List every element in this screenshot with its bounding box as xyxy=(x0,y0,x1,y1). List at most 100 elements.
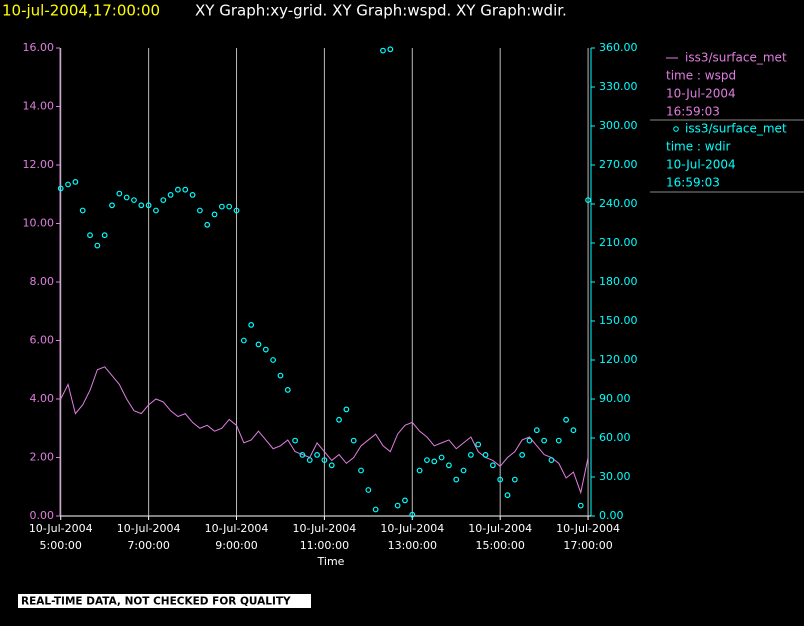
wdir-point xyxy=(167,191,174,198)
x-tick-label: 15:00:00 xyxy=(475,539,524,552)
wdir-point xyxy=(394,502,401,509)
y2-tick-label: 90.00 xyxy=(599,392,631,405)
legend-detail: 16:59:03 xyxy=(666,105,720,119)
legend-detail: 10-Jul-2004 xyxy=(666,87,736,101)
wdir-point xyxy=(570,427,577,434)
y2-tick-label: 210.00 xyxy=(599,236,638,249)
x-tick-label: 9:00:00 xyxy=(215,539,257,552)
y-tick-label: 14.00 xyxy=(23,100,55,113)
wdir-point xyxy=(446,462,452,469)
wdir-point xyxy=(79,207,86,214)
y-tick-label: 0.00 xyxy=(30,509,55,522)
wdir-point xyxy=(416,467,423,474)
x-tick-label: 7:00:00 xyxy=(127,539,169,552)
x-tick-label: 10-Jul-2004 xyxy=(556,522,620,535)
legend-detail: 16:59:03 xyxy=(666,176,720,190)
wdir-point xyxy=(284,387,291,393)
legend-detail: time : wspd xyxy=(666,69,736,83)
legend-swatch xyxy=(673,126,679,132)
x-tick-label: 10-Jul-2004 xyxy=(380,522,444,535)
wdir-point xyxy=(387,46,394,53)
wdir-point xyxy=(233,207,240,214)
wdir-point xyxy=(123,194,130,201)
y2-tick-label: 150.00 xyxy=(599,314,638,327)
wdir-point xyxy=(277,372,284,379)
wdir-point xyxy=(160,197,167,204)
footer-box xyxy=(18,594,311,608)
wdir-point xyxy=(380,47,386,54)
wdir-point xyxy=(526,437,533,444)
wdir-point xyxy=(131,197,137,204)
y2-tick-label: 120.00 xyxy=(599,353,638,366)
y-tick-label: 8.00 xyxy=(30,275,55,288)
wdir-point xyxy=(358,467,364,474)
wdir-point xyxy=(409,511,416,518)
wspd-line xyxy=(60,366,589,495)
wdir-point xyxy=(116,190,123,197)
title-time: 10-jul-2004,17:00:00 xyxy=(2,2,160,20)
wdir-point xyxy=(211,211,218,218)
y2-tick-label: 330.00 xyxy=(599,80,638,93)
wdir-point xyxy=(431,458,438,465)
wdir-point xyxy=(350,437,357,444)
wdir-point xyxy=(548,457,555,464)
legend-detail: 10-Jul-2004 xyxy=(666,158,736,172)
wdir-point xyxy=(109,202,115,209)
wdir-point xyxy=(262,346,269,353)
x-axis-label: Time xyxy=(317,555,345,568)
x-tick-label: 17:00:00 xyxy=(563,539,612,552)
legend-entry: iss3/surface_met xyxy=(685,122,787,136)
wdir-point xyxy=(182,186,189,193)
wdir-point xyxy=(489,462,496,469)
wdir-point xyxy=(226,203,233,210)
wdir-point xyxy=(57,185,64,192)
y-tick-label: 10.00 xyxy=(23,217,55,230)
wdir-point xyxy=(321,457,328,464)
wdir-point xyxy=(175,186,181,193)
x-tick-label: 11:00:00 xyxy=(300,539,349,552)
wdir-point xyxy=(336,416,342,423)
x-tick-label: 10-Jul-2004 xyxy=(117,522,181,535)
wdir-point xyxy=(519,452,526,458)
wdir-point xyxy=(372,506,379,513)
wdir-point xyxy=(270,357,277,363)
wdir-point xyxy=(292,437,299,444)
wdir-point xyxy=(255,341,262,348)
wdir-point xyxy=(65,181,71,188)
y2-tick-label: 270.00 xyxy=(599,158,638,171)
wdir-point xyxy=(196,207,203,214)
wdir-point xyxy=(497,476,504,483)
y-tick-label: 12.00 xyxy=(23,158,55,171)
y-tick-label: 16.00 xyxy=(23,41,55,54)
wdir-point xyxy=(240,337,247,344)
wdir-point xyxy=(460,467,467,474)
wdir-point xyxy=(204,221,211,228)
x-tick-label: 10-Jul-2004 xyxy=(29,522,93,535)
wdir-point xyxy=(482,452,489,458)
wdir-point xyxy=(101,232,108,239)
wdir-point xyxy=(504,492,511,499)
y2-tick-label: 60.00 xyxy=(599,431,631,444)
wdir-point xyxy=(343,406,350,413)
wdir-point xyxy=(453,476,460,483)
y2-tick-label: 180.00 xyxy=(599,275,638,288)
wdir-point xyxy=(218,203,225,210)
wdir-point xyxy=(541,437,548,444)
x-tick-label: 5:00:00 xyxy=(40,539,82,552)
wdir-point xyxy=(511,476,518,483)
wdir-point xyxy=(475,441,482,448)
wdir-point xyxy=(248,322,255,328)
y2-tick-label: 300.00 xyxy=(599,119,638,132)
wdir-point xyxy=(328,462,335,469)
wdir-point xyxy=(306,457,313,464)
wdir-point xyxy=(299,452,306,458)
y2-tick-label: 0.00 xyxy=(599,509,624,522)
wdir-point xyxy=(424,457,430,464)
wdir-point xyxy=(365,487,372,493)
wdir-point xyxy=(189,191,196,198)
wdir-point xyxy=(314,452,320,458)
wdir-point xyxy=(138,202,145,209)
y2-tick-label: 240.00 xyxy=(599,197,638,210)
y-tick-label: 4.00 xyxy=(30,392,55,405)
